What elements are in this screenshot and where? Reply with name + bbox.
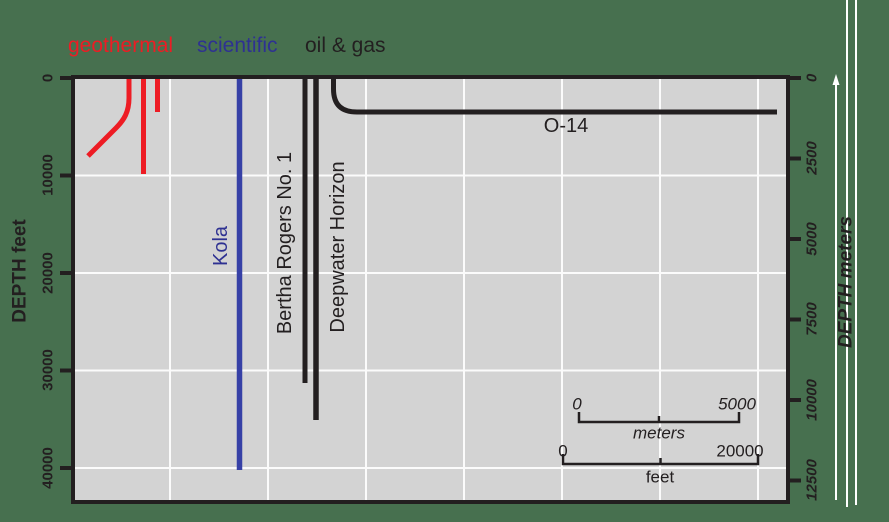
plot-border (71, 75, 790, 504)
left-tick-label-20000: 20000 (39, 252, 57, 294)
right-tick-label-10000: 10000 (803, 379, 821, 421)
kola-well-label: Kola (210, 225, 232, 267)
right-axis-title: DEPTH meters (835, 216, 857, 348)
right-tick-label-2500: 2500 (803, 141, 821, 175)
deepwater-horizon-well-label: Deepwater Horizon (327, 161, 349, 333)
feet-scale-bar (561, 454, 760, 466)
bertha-rogers-well-label: Bertha Rogers No. 1 (274, 151, 296, 335)
legend-oil-gas: oil & gas (305, 34, 386, 57)
right-tick-label-12500: 12500 (803, 459, 821, 501)
meters-scale-end-label: 5000 (718, 394, 756, 414)
left-tick-label-10000: 10000 (39, 154, 57, 196)
left-tick-label-0: 0 (39, 73, 57, 83)
plot-background (73, 77, 788, 502)
geothermal-deviated-well-line (86, 77, 132, 158)
feet-scale-start-label: 0 (558, 441, 568, 461)
left-tick-label-30000: 30000 (39, 349, 57, 391)
feet-scale-unit-label: feet (645, 467, 675, 487)
right-tick-label-5000: 5000 (803, 222, 821, 256)
right-tick-label-0: 0 (803, 73, 821, 83)
legend-scientific: scientific (197, 34, 278, 57)
left-axis-title: DEPTH feet (9, 219, 31, 323)
legend-geothermal: geothermal (68, 34, 174, 57)
o14-well-label: O-14 (543, 115, 589, 137)
meters-scale-start-label: 0 (572, 394, 582, 414)
right-tick-label-7500: 7500 (803, 302, 821, 336)
meters-scale-bar (577, 412, 741, 424)
left-tick-label-40000: 40000 (39, 447, 57, 489)
feet-scale-end-label: 20000 (716, 441, 764, 461)
up-arrowhead-icon (832, 74, 840, 85)
o14-well-line (331, 77, 777, 115)
meters-scale-unit-label: meters (633, 423, 685, 443)
